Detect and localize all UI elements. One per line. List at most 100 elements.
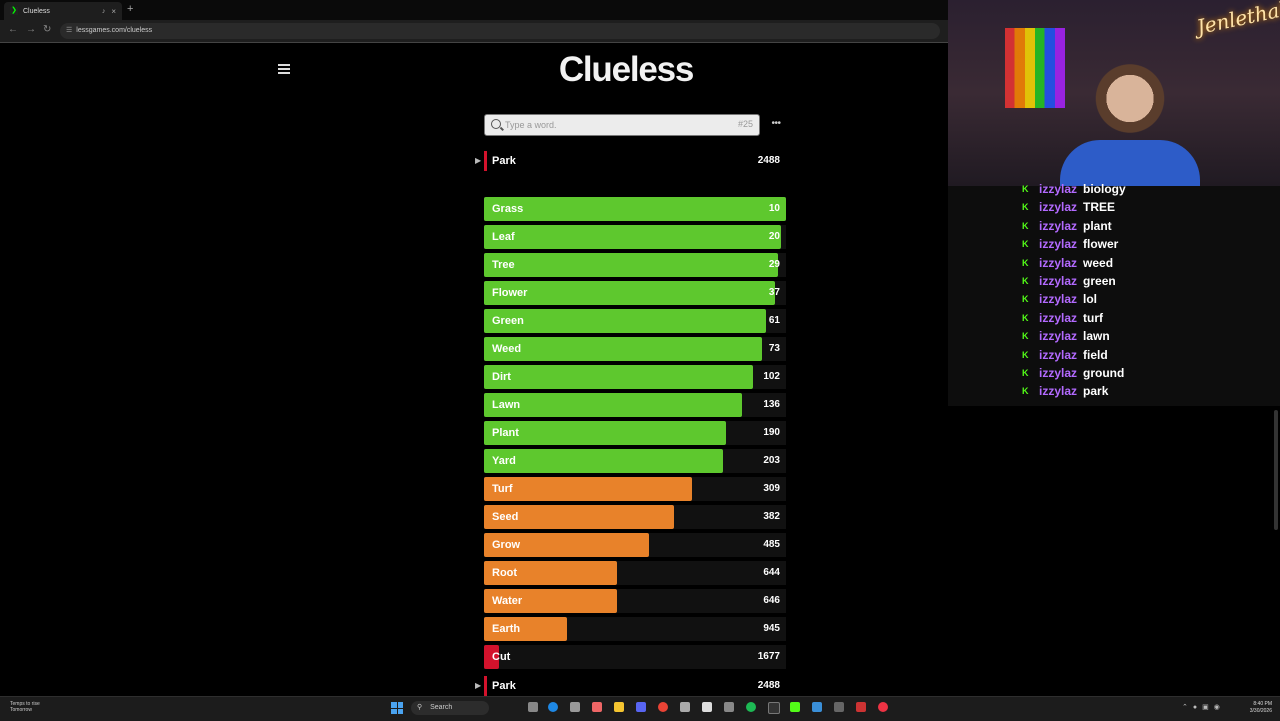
browser-tab[interactable]: ❯ Clueless ♪ × — [4, 2, 122, 20]
word-input[interactable] — [505, 117, 705, 133]
kick-badge-icon: K — [1022, 331, 1029, 342]
guess-row: Seed 382 — [484, 505, 786, 529]
site-favicon-icon: ❯ — [10, 7, 18, 15]
puzzle-number: #25 — [737, 119, 753, 129]
guess-word: Leaf — [492, 231, 515, 243]
page-scrollbar[interactable] — [1274, 410, 1278, 530]
guess-score: 20 — [768, 231, 780, 242]
chat-text: lol — [1083, 292, 1098, 307]
kick-icon[interactable] — [790, 702, 800, 712]
clock-time: 8:40 PM — [1253, 701, 1272, 707]
weather-widget[interactable]: Temps to rise Tomorrow — [10, 701, 40, 713]
taskbar-search[interactable]: ⚲ Search — [411, 701, 489, 715]
new-tab-icon[interactable]: + — [127, 3, 134, 15]
app-icon[interactable] — [680, 702, 690, 712]
chat-username: izzylaz — [1039, 255, 1078, 270]
guess-word: Root — [492, 567, 518, 579]
guess-row: Turf 309 — [484, 477, 786, 501]
word-search-box[interactable]: #25 — [484, 114, 760, 136]
proximity-bar — [484, 393, 742, 417]
expand-arrow-icon[interactable]: ▶ — [475, 681, 482, 690]
kick-badge-icon: K — [1022, 312, 1029, 323]
more-options-icon[interactable]: ••• — [771, 118, 781, 129]
clock[interactable]: 8:40 PM 3/30/2026 — [1250, 701, 1272, 715]
guess-score: 190 — [763, 427, 780, 438]
app-icon[interactable] — [724, 702, 734, 712]
last-guess-row: Park 2488 — [484, 676, 786, 696]
app-icon[interactable] — [856, 702, 866, 712]
file-explorer-icon[interactable] — [614, 702, 624, 712]
notepad-icon[interactable] — [702, 702, 712, 712]
app-icon[interactable] — [812, 702, 822, 712]
reload-icon[interactable]: ↻ — [43, 24, 52, 35]
start-icon[interactable] — [391, 702, 403, 714]
chrome-icon[interactable] — [658, 702, 668, 712]
proximity-bar — [484, 281, 775, 305]
clock-date: 3/30/2026 — [1249, 708, 1272, 714]
taskbar: Temps to rise Tomorrow ⚲ Search ⌃●▣◉ 8:4… — [0, 696, 1280, 721]
guess-row: Lawn 136 — [484, 393, 786, 417]
guess-score: 644 — [763, 567, 780, 578]
chat-text: field — [1083, 347, 1108, 362]
current-guess-word: Park — [492, 155, 516, 167]
back-icon[interactable]: ← — [8, 24, 18, 35]
taskbar-search-label: Search — [430, 704, 453, 711]
guess-score: 485 — [763, 539, 780, 550]
guess-word: Green — [492, 315, 524, 327]
expand-arrow-icon[interactable]: ▶ — [475, 156, 482, 165]
guess-word: Earth — [492, 623, 521, 635]
url-text: lessgames.com/clueless — [76, 27, 153, 34]
proximity-bar — [484, 225, 781, 249]
guess-word: Lawn — [492, 399, 521, 411]
kick-badge-icon: K — [1022, 202, 1029, 213]
last-guess-score: 2488 — [757, 680, 780, 691]
chat-text: flower — [1083, 237, 1119, 252]
chat-text: park — [1083, 384, 1109, 399]
proximity-bar — [484, 253, 778, 277]
kick-badge-icon: K — [1022, 276, 1029, 286]
app-icon[interactable] — [834, 702, 844, 712]
chat-username: izzylaz — [1039, 292, 1078, 307]
guess-word: Weed — [492, 343, 522, 355]
obs-icon[interactable] — [768, 702, 780, 714]
current-guess-row: Park 2488 — [484, 151, 786, 171]
proximity-bar — [484, 197, 786, 221]
kick-badge-icon: K — [1022, 368, 1029, 378]
system-tray[interactable]: ⌃●▣◉ — [1182, 704, 1225, 711]
chat-username: izzylaz — [1039, 329, 1078, 344]
guess-row: Plant 190 — [484, 421, 786, 445]
discord-icon[interactable] — [636, 702, 646, 712]
task-view-icon[interactable] — [528, 702, 538, 712]
hamburger-menu-icon[interactable] — [278, 64, 290, 74]
current-guess-indicator — [484, 151, 487, 171]
guess-row: Earth 945 — [484, 617, 786, 641]
guess-row: Grass 10 — [484, 197, 786, 221]
app-icon[interactable] — [878, 702, 888, 712]
settings-icon[interactable] — [570, 702, 580, 712]
spotify-icon[interactable] — [746, 702, 756, 712]
site-info-icon[interactable]: ☰ — [66, 27, 73, 34]
last-guess-word: Park — [492, 680, 516, 692]
chat-text: lawn — [1083, 329, 1110, 344]
proximity-bar — [484, 421, 726, 445]
guess-row: Root 644 — [484, 561, 786, 585]
chat-username: izzylaz — [1039, 366, 1078, 380]
forward-icon[interactable]: → — [26, 24, 36, 35]
close-tab-icon[interactable]: × — [111, 6, 116, 16]
guess-word: Flower — [492, 287, 528, 299]
address-bar[interactable]: ☰ lessgames.com/clueless — [60, 23, 940, 39]
app-icon[interactable] — [592, 702, 602, 712]
edge-icon[interactable] — [548, 702, 558, 712]
speaker-icon[interactable]: ♪ — [101, 7, 106, 15]
